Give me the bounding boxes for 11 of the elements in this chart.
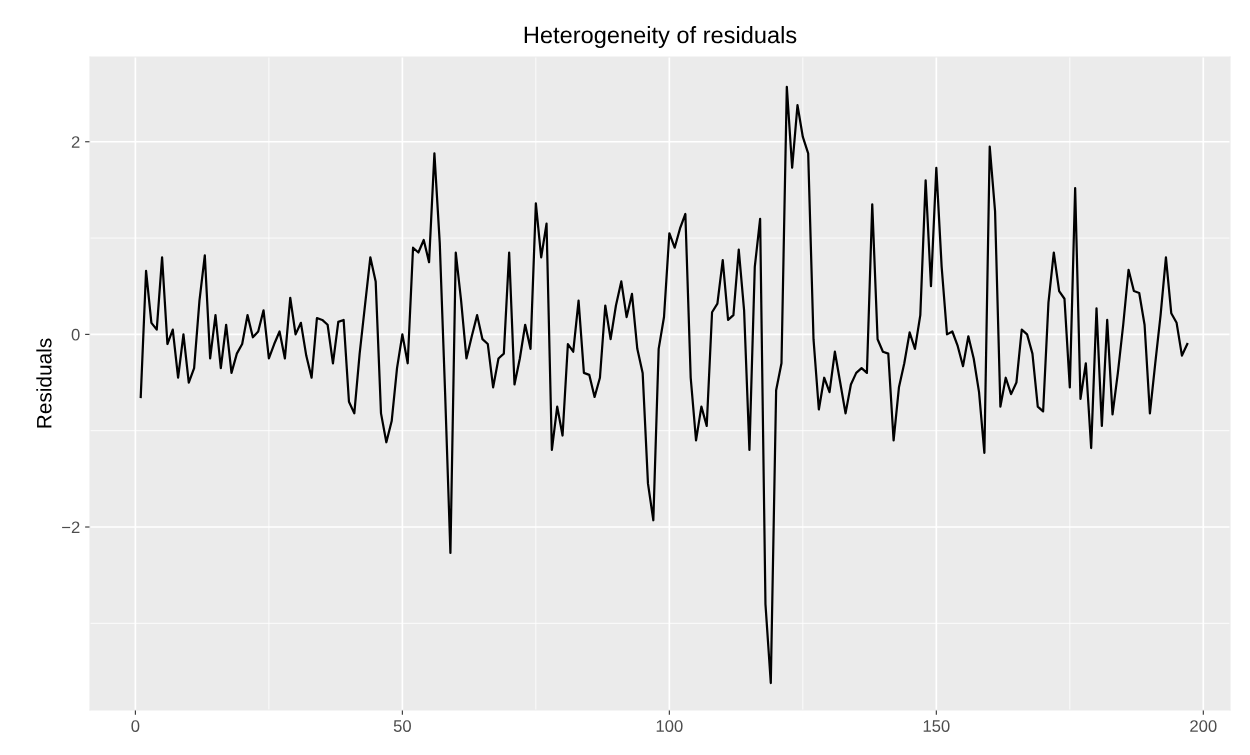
y-axis-title: Residuals [36,338,52,428]
x-tick-label: 200 [1190,720,1217,732]
y-tick-label: 2 [71,136,80,148]
x-tick-label: 150 [923,720,950,732]
line-series [139,85,1189,685]
x-tick-label: 50 [393,720,411,732]
x-tick-label: 100 [656,720,683,732]
y-tick-label: −2 [62,521,80,534]
x-tick-label: 0 [131,720,140,732]
chart-title: Heterogeneity of residuals [524,26,797,49]
y-tick-label: 0 [71,328,80,341]
